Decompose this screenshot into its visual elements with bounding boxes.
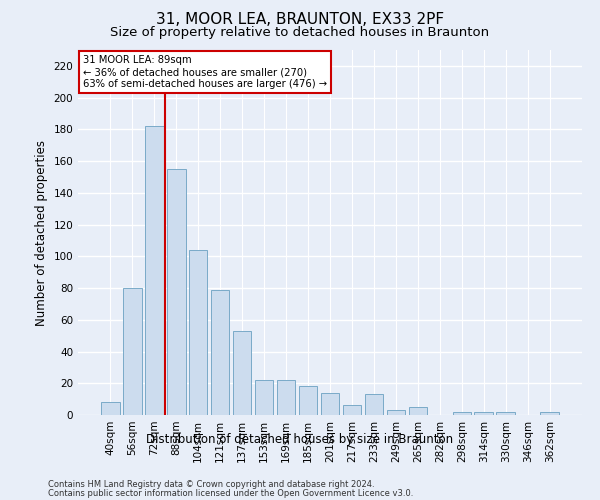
Bar xyxy=(167,169,185,415)
Text: Size of property relative to detached houses in Braunton: Size of property relative to detached ho… xyxy=(110,26,490,39)
Bar xyxy=(343,406,361,415)
Bar xyxy=(101,402,119,415)
Text: Distribution of detached houses by size in Braunton: Distribution of detached houses by size … xyxy=(146,432,454,446)
Bar xyxy=(255,380,274,415)
Bar xyxy=(452,412,471,415)
Bar xyxy=(233,331,251,415)
Bar xyxy=(211,290,229,415)
Bar xyxy=(277,380,295,415)
Y-axis label: Number of detached properties: Number of detached properties xyxy=(35,140,48,326)
Text: 31, MOOR LEA, BRAUNTON, EX33 2PF: 31, MOOR LEA, BRAUNTON, EX33 2PF xyxy=(156,12,444,28)
Bar xyxy=(189,250,208,415)
Text: Contains public sector information licensed under the Open Government Licence v3: Contains public sector information licen… xyxy=(48,488,413,498)
Bar xyxy=(496,412,515,415)
Bar xyxy=(541,412,559,415)
Bar xyxy=(386,410,405,415)
Bar xyxy=(123,288,142,415)
Bar xyxy=(320,393,340,415)
Text: Contains HM Land Registry data © Crown copyright and database right 2024.: Contains HM Land Registry data © Crown c… xyxy=(48,480,374,489)
Bar xyxy=(409,407,427,415)
Text: 31 MOOR LEA: 89sqm
← 36% of detached houses are smaller (270)
63% of semi-detach: 31 MOOR LEA: 89sqm ← 36% of detached hou… xyxy=(83,56,327,88)
Bar xyxy=(475,412,493,415)
Bar xyxy=(365,394,383,415)
Bar xyxy=(299,386,317,415)
Bar xyxy=(145,126,164,415)
